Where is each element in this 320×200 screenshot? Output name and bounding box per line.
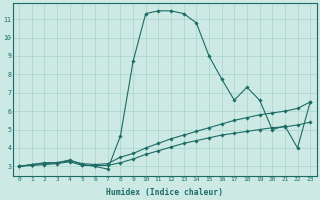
X-axis label: Humidex (Indice chaleur): Humidex (Indice chaleur) (106, 188, 223, 197)
